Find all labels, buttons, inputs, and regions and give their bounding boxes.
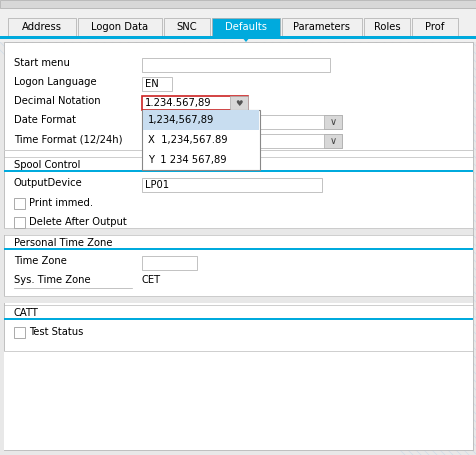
Text: Decimal Notation: Decimal Notation [14, 96, 100, 106]
Text: CATT: CATT [14, 308, 39, 318]
Text: Print immed.: Print immed. [29, 198, 93, 208]
Text: X  1,234,567.89: X 1,234,567.89 [148, 135, 227, 145]
Bar [142, 58, 329, 72]
Text: Prof: Prof [425, 22, 444, 32]
Bar [143, 110, 258, 130]
Text: Spool Control: Spool Control [14, 160, 80, 170]
Bar [4, 228, 472, 229]
Bar [229, 96, 248, 110]
Bar [142, 96, 248, 110]
Text: Test Status: Test Status [29, 327, 83, 337]
Bar [323, 115, 341, 129]
Bar [4, 235, 472, 297]
Text: Time Format (12/24h): Time Format (12/24h) [14, 134, 122, 144]
Text: Delete After Output: Delete After Output [29, 217, 127, 227]
Bar [142, 110, 259, 170]
Bar [164, 18, 209, 36]
Bar [4, 248, 472, 250]
Bar [4, 170, 472, 172]
Bar [4, 150, 472, 151]
Text: Roles: Roles [373, 22, 399, 32]
Bar [14, 198, 25, 209]
Bar [363, 18, 409, 36]
Text: Date Format: Date Format [14, 115, 76, 125]
Bar [4, 318, 472, 320]
Bar [142, 256, 197, 270]
Bar [4, 42, 472, 450]
Bar [4, 157, 472, 229]
Bar [14, 217, 25, 228]
Text: 1.234.567,89: 1.234.567,89 [145, 98, 211, 108]
Bar [4, 229, 472, 235]
Bar [142, 115, 341, 129]
Bar [8, 18, 76, 36]
Text: Defaults: Defaults [225, 22, 267, 32]
Bar [4, 296, 472, 297]
Bar [411, 18, 457, 36]
Bar [4, 305, 472, 351]
Text: Start menu: Start menu [14, 58, 69, 68]
Bar [4, 351, 472, 450]
Text: Sys. Time Zone: Sys. Time Zone [14, 275, 90, 285]
Bar [211, 18, 279, 36]
Text: Y  1 234 567,89: Y 1 234 567,89 [148, 155, 226, 165]
Text: SNC: SNC [176, 22, 197, 32]
Text: EN: EN [145, 79, 159, 89]
Text: ∨: ∨ [329, 136, 336, 146]
Text: 1,234,567,89: 1,234,567,89 [148, 115, 214, 125]
Text: (Example: 12:05:10): (Example: 12:05:10) [145, 136, 246, 146]
Text: Logon Data: Logon Data [91, 22, 148, 32]
Text: LP01: LP01 [145, 180, 169, 190]
Bar [281, 18, 361, 36]
Text: Logon Language: Logon Language [14, 77, 97, 87]
Text: CET: CET [142, 275, 161, 285]
Polygon shape [240, 36, 250, 42]
Text: Parameters: Parameters [293, 22, 350, 32]
Bar [323, 134, 341, 148]
Bar [14, 327, 25, 338]
Bar [78, 18, 162, 36]
Bar [142, 134, 341, 148]
Text: ♥: ♥ [235, 98, 242, 107]
Bar [142, 77, 172, 91]
Text: Address: Address [22, 22, 62, 32]
Bar [0, 0, 476, 42]
Bar [0, 0, 476, 8]
Text: OutputDevice: OutputDevice [14, 178, 82, 188]
Text: ∨: ∨ [329, 117, 336, 127]
Bar [4, 297, 472, 303]
Bar [142, 178, 321, 192]
Text: Time Zone: Time Zone [14, 256, 67, 266]
Text: Personal Time Zone: Personal Time Zone [14, 238, 112, 248]
Bar [0, 36, 476, 39]
